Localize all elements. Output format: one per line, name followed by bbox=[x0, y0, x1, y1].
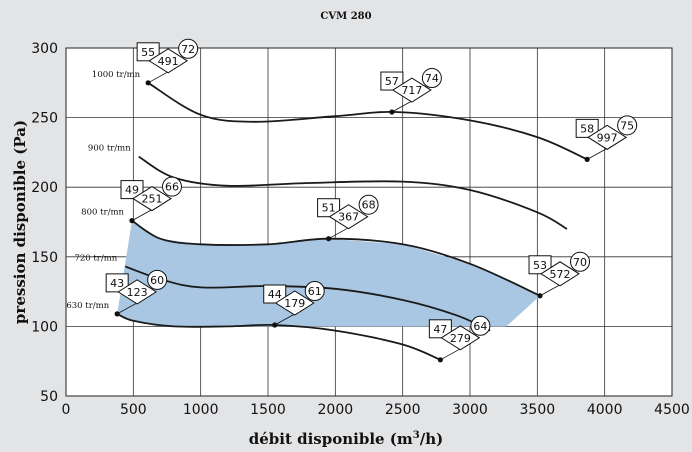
box-label: 57 bbox=[385, 75, 399, 88]
y-tick-label: 300 bbox=[31, 41, 58, 57]
chart-title: CVM 280 bbox=[320, 11, 371, 22]
x-tick-label: 0 bbox=[62, 402, 71, 418]
circle-label-frame bbox=[161, 176, 182, 197]
box-label: 47 bbox=[433, 323, 447, 336]
diamond-label: 123 bbox=[127, 286, 148, 299]
leader-line bbox=[116, 302, 138, 315]
box-label-frame bbox=[428, 319, 452, 339]
series-label: 800 tr/mn bbox=[81, 208, 124, 218]
diamond-label-frame bbox=[391, 77, 432, 103]
circle-label: 72 bbox=[181, 43, 195, 56]
diamond-label-frame bbox=[117, 279, 158, 305]
circle-label: 70 bbox=[573, 256, 587, 269]
leader-line bbox=[440, 348, 461, 361]
plot-area bbox=[65, 47, 673, 397]
diamond-label-frame bbox=[274, 290, 315, 316]
x-tick-label: 2500 bbox=[385, 402, 421, 418]
y-tick-label: 100 bbox=[31, 319, 58, 335]
circle-label: 66 bbox=[165, 181, 179, 194]
box-label: 51 bbox=[322, 202, 336, 215]
circle-label-frame bbox=[178, 38, 199, 59]
circle-label: 74 bbox=[425, 72, 439, 85]
circle-label: 68 bbox=[362, 199, 376, 212]
circle-label-frame bbox=[147, 269, 168, 290]
box-label-frame bbox=[317, 198, 341, 218]
y-tick-label: 150 bbox=[31, 250, 58, 266]
box-label: 55 bbox=[141, 46, 155, 59]
diamond-label-frame bbox=[328, 204, 369, 230]
box-label: 49 bbox=[125, 184, 139, 197]
fan-curve-line bbox=[147, 82, 588, 161]
leader-line bbox=[539, 284, 561, 297]
y-tick-label: 250 bbox=[31, 111, 58, 127]
box-label-frame bbox=[105, 273, 129, 293]
x-tick-label: 2000 bbox=[318, 402, 354, 418]
diamond-label: 572 bbox=[550, 268, 571, 281]
box-label: 44 bbox=[268, 288, 282, 301]
x-tick-label: 1500 bbox=[250, 402, 286, 418]
x-tick-label: 4500 bbox=[654, 402, 690, 418]
circle-label-frame bbox=[617, 115, 638, 136]
series-label: 900 tr/mn bbox=[88, 144, 131, 154]
series-label: 630 tr/mn bbox=[66, 301, 109, 311]
diamond-label-frame bbox=[440, 325, 481, 351]
box-label-frame bbox=[380, 71, 404, 91]
leader-line bbox=[131, 209, 153, 221]
x-tick-label: 3500 bbox=[520, 402, 556, 418]
series-label: 720 tr/mn bbox=[74, 254, 117, 264]
y-tick-labels: 50 100 150 200 250 300 bbox=[31, 41, 58, 405]
fan-curve-line bbox=[116, 313, 441, 361]
diamond-label: 367 bbox=[338, 211, 359, 224]
y-axis-label: pression disponible (Pa) bbox=[11, 120, 29, 324]
leader-line bbox=[586, 148, 608, 160]
diamond-label: 251 bbox=[141, 193, 162, 206]
leader-line bbox=[274, 313, 295, 326]
y-tick-label: 50 bbox=[40, 389, 58, 405]
diamond-label-frame bbox=[540, 261, 580, 287]
fan-curves: 1000 tr/mn 900 tr/mn 800 tr/mn 720 tr/mn 630… bbox=[66, 70, 588, 361]
operating-zone bbox=[117, 220, 540, 327]
circle-label: 64 bbox=[473, 320, 487, 333]
x-tick-label: 500 bbox=[120, 402, 147, 418]
diamond-label: 717 bbox=[401, 84, 422, 97]
box-label: 53 bbox=[533, 259, 547, 272]
box-label-frame bbox=[120, 180, 144, 200]
box-label: 58 bbox=[580, 122, 594, 135]
circle-label-frame bbox=[470, 315, 491, 336]
leader-line bbox=[391, 100, 413, 113]
box-label-frame bbox=[575, 118, 599, 138]
diamond-label-frame bbox=[132, 186, 172, 212]
circle-label-frame bbox=[358, 194, 379, 215]
diamond-label: 179 bbox=[284, 297, 305, 310]
x-tick-labels: 0 500 1000 1500 2000 2500 3000 3500 4000 4500 bbox=[62, 402, 690, 418]
circle-label-frame bbox=[304, 281, 325, 302]
circle-label-frame bbox=[570, 251, 591, 272]
diamond-label: 491 bbox=[158, 55, 179, 68]
diamond-label-frame bbox=[148, 48, 189, 74]
leader-line bbox=[328, 227, 349, 240]
circle-label: 61 bbox=[308, 285, 322, 298]
operating-zone-area bbox=[117, 220, 540, 327]
box-label: 43 bbox=[110, 277, 124, 290]
x-axis-label: débit disponible (m3/h) bbox=[249, 430, 443, 448]
x-tick-label: 1000 bbox=[183, 402, 219, 418]
fan-curve-line bbox=[131, 219, 541, 297]
box-label-frame bbox=[263, 284, 287, 304]
diamond-label-frame bbox=[587, 124, 628, 150]
series-label: 1000 tr/mn bbox=[92, 70, 141, 80]
fan-curve-line bbox=[138, 155, 568, 230]
diamond-label: 279 bbox=[450, 332, 471, 345]
box-label-frame bbox=[136, 42, 160, 62]
box-label-frame bbox=[528, 255, 552, 275]
diamond-label: 997 bbox=[597, 131, 618, 144]
y-tick-label: 200 bbox=[31, 180, 58, 196]
circle-label-frame bbox=[421, 68, 442, 89]
circle-label: 60 bbox=[150, 274, 164, 287]
x-tick-label: 3000 bbox=[452, 402, 488, 418]
circle-label: 75 bbox=[620, 119, 634, 132]
x-tick-label: 4000 bbox=[587, 402, 623, 418]
leader-line bbox=[147, 71, 169, 84]
